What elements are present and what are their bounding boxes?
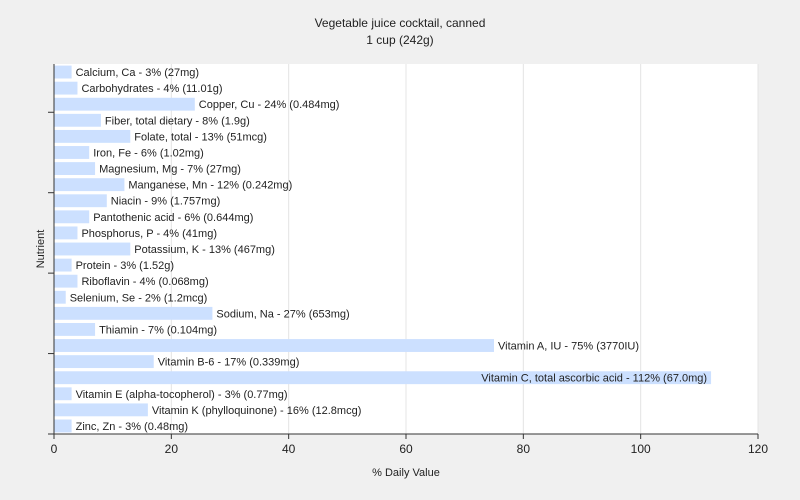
bar [54, 81, 78, 95]
bar-label: Iron, Fe - 6% (1.02mg) [93, 147, 204, 159]
bar [54, 146, 90, 159]
bar [54, 323, 96, 336]
bar [54, 387, 72, 401]
bar [54, 306, 213, 320]
bar [54, 194, 107, 208]
bar [54, 210, 90, 224]
bar [54, 403, 148, 417]
bar-label: Folate, total - 13% (51mcg) [134, 131, 267, 143]
bar-label: Sodium, Na - 27% (653mg) [216, 308, 349, 320]
bar [54, 113, 101, 127]
x-tick-label: 20 [165, 442, 179, 456]
x-axis-label: % Daily Value [372, 467, 440, 479]
x-tick-label: 80 [517, 442, 531, 456]
bar-label: Phosphorus, P - 4% (41mg) [81, 228, 217, 240]
bar-label: Potassium, K - 13% (467mg) [134, 244, 275, 256]
bar-label: Thiamin - 7% (0.104mg) [99, 324, 217, 336]
y-axis-label: Nutrient [35, 230, 47, 269]
bar [54, 162, 96, 175]
x-tick-label: 0 [51, 442, 58, 456]
bar [54, 226, 78, 240]
bar [54, 355, 154, 369]
bar [54, 290, 66, 304]
bar-label: Calcium, Ca - 3% (27mg) [76, 67, 199, 79]
bar-label: Niacin - 9% (1.757mg) [111, 196, 220, 208]
bar-label: Zinc, Zn - 3% (0.48mg) [76, 421, 188, 433]
bar-label: Carbohydrates - 4% (11.01g) [81, 83, 222, 95]
chart-title: Vegetable juice cocktail, canned [315, 16, 486, 30]
bar-label: Vitamin C, total ascorbic acid - 112% (6… [481, 373, 707, 385]
axes-group: 0 20 40 60 80 100 120 [48, 64, 768, 456]
bar [54, 274, 78, 288]
bar-label: Vitamin E (alpha-tocopherol) - 3% (0.77m… [76, 389, 288, 401]
bar-label: Riboflavin - 4% (0.068mg) [81, 276, 208, 288]
bar-label: Vitamin B-6 - 17% (0.339mg) [158, 357, 300, 369]
bar-label: Fiber, total dietary - 8% (1.9g) [105, 115, 250, 127]
bar [54, 419, 72, 433]
bar-label: Copper, Cu - 24% (0.484mg) [199, 99, 340, 111]
bar-label: Manganese, Mn - 12% (0.242mg) [128, 180, 292, 192]
bar-label: Magnesium, Mg - 7% (27mg) [99, 164, 241, 176]
x-tick-label: 120 [748, 442, 768, 456]
bar [54, 371, 712, 385]
gridlines [170, 64, 759, 434]
bar-label: Vitamin A, IU - 75% (3770IU) [498, 341, 639, 353]
bar-label: Selenium, Se - 2% (1.2mcg) [70, 292, 208, 304]
x-tick-label: 40 [282, 442, 296, 456]
bar [54, 65, 72, 79]
bar [54, 258, 72, 272]
bar [54, 97, 195, 111]
chart-subtitle: 1 cup (242g) [366, 33, 433, 47]
bar-label: Pantothenic acid - 6% (0.644mg) [93, 212, 253, 224]
bar [54, 178, 125, 192]
bar [54, 129, 131, 143]
bar-label: Vitamin K (phylloquinone) - 16% (12.8mcg… [152, 405, 362, 417]
bar-label: Protein - 3% (1.52g) [76, 260, 174, 272]
x-tick-label: 100 [631, 442, 651, 456]
bar [54, 339, 494, 352]
bars-group: Calcium, Ca - 3% (27mg) Carbohydrates - 4… [54, 65, 712, 433]
x-tick-label: 60 [399, 442, 413, 456]
bar [54, 242, 131, 256]
